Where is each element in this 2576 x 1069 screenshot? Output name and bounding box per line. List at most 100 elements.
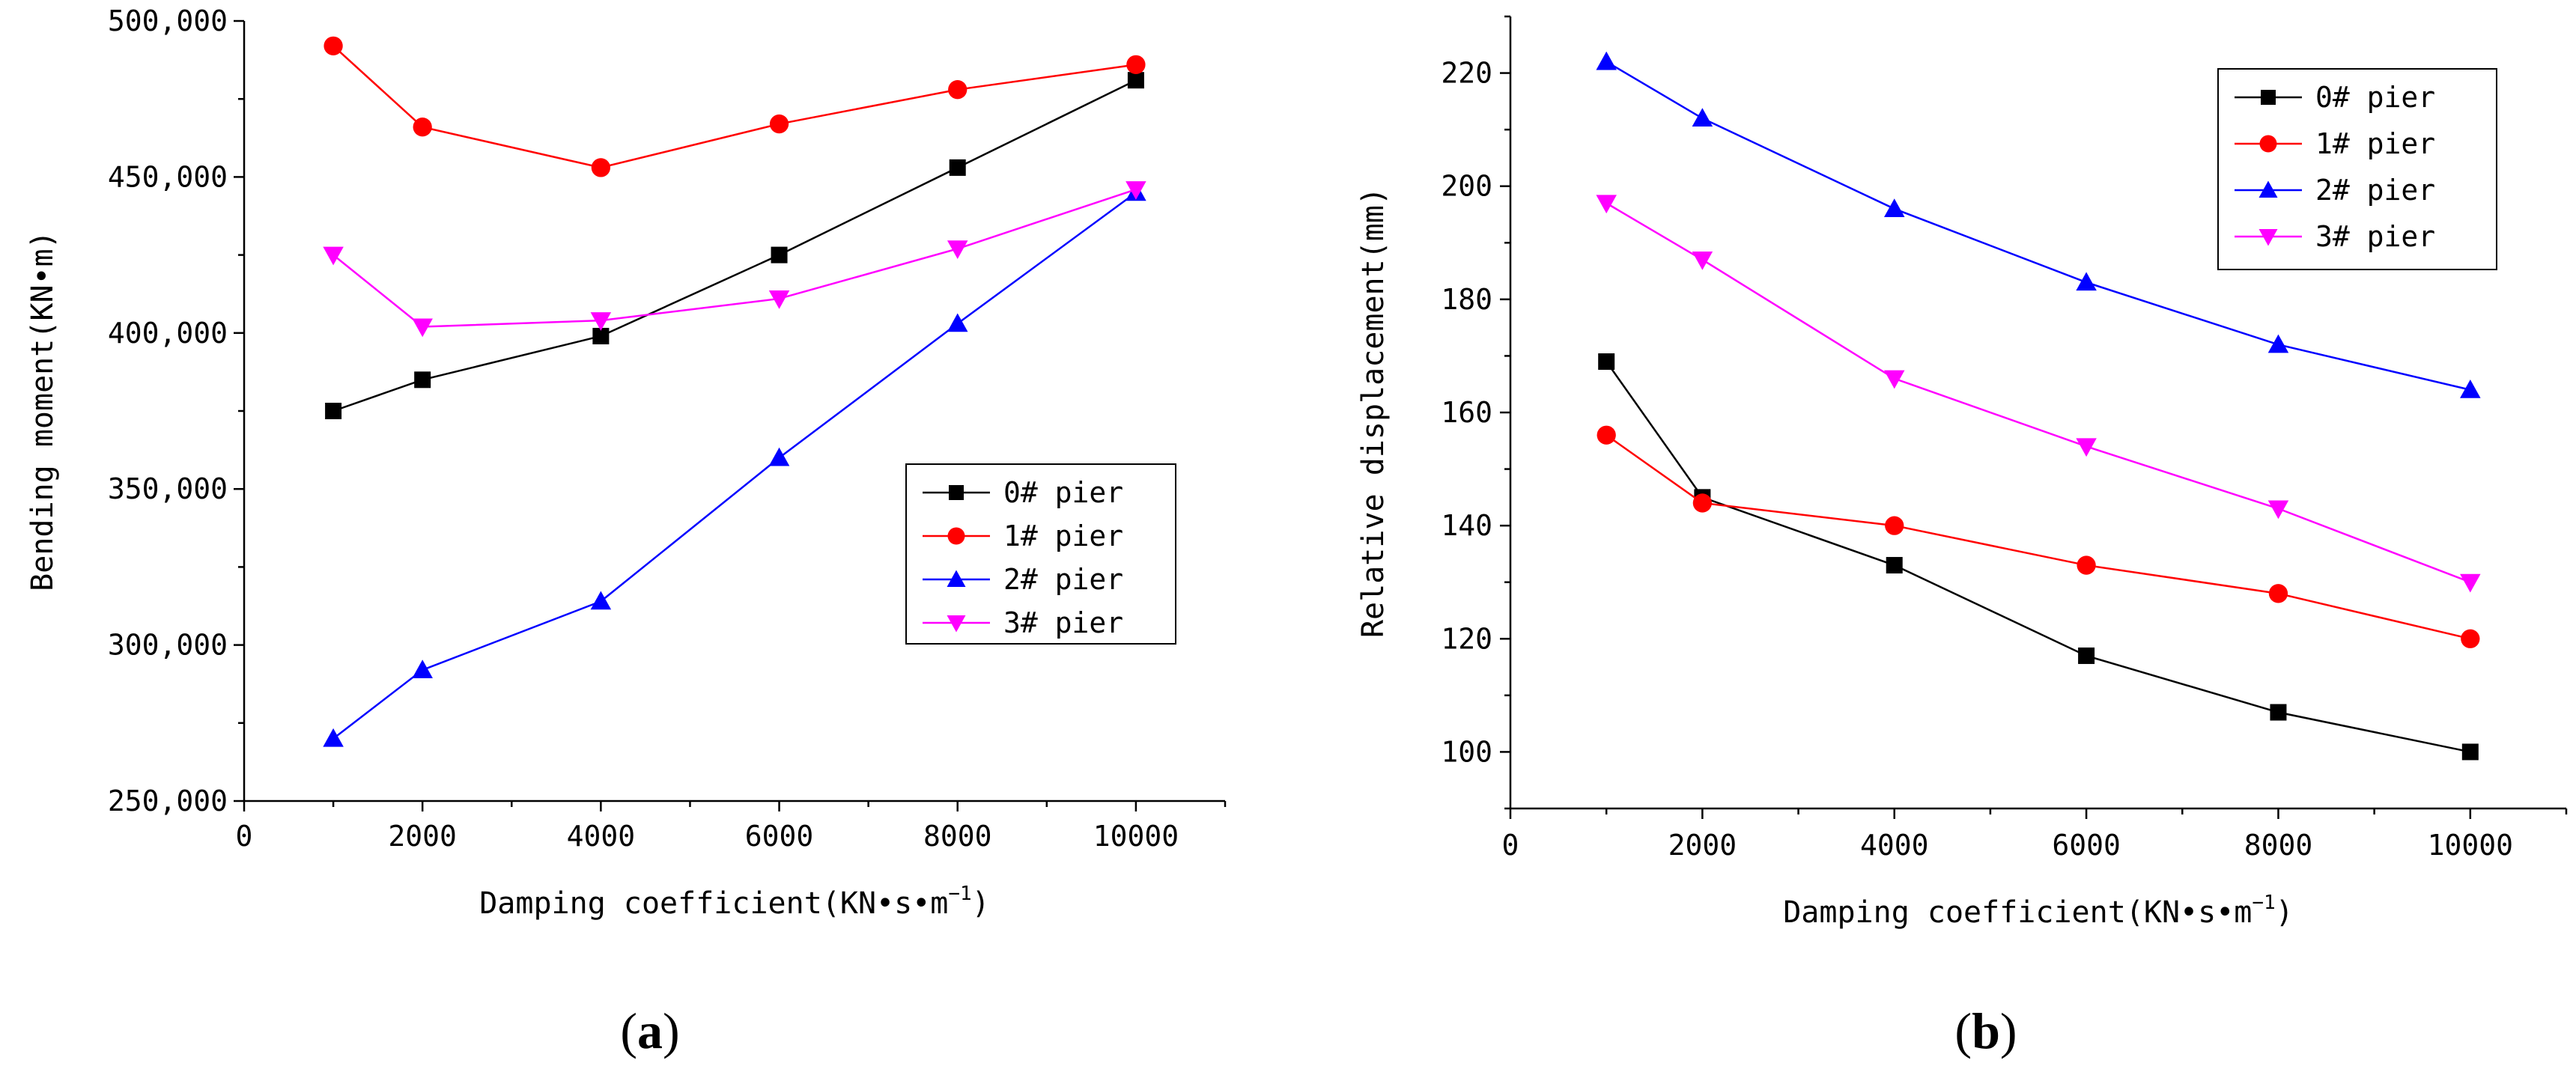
x-tick-label: 10000 <box>1093 820 1179 853</box>
y-tick-label: 350,000 <box>108 472 228 505</box>
y-tick-label: 160 <box>1441 396 1492 429</box>
data-point <box>325 403 342 419</box>
data-point <box>590 312 612 331</box>
y-tick-label: 120 <box>1441 622 1492 655</box>
y-axis-title: Bending moment(KN•m) <box>25 231 60 591</box>
data-point <box>414 371 431 389</box>
series-3-pier <box>1596 195 2481 593</box>
data-point <box>2461 743 2479 761</box>
data-point <box>413 118 432 137</box>
data-point <box>1127 72 1144 89</box>
chart-relative-displacement: 0 2000 4000 6000 8000 10000 100 120 140 160 180 200… <box>1356 15 2568 1059</box>
data-point <box>1885 516 1904 535</box>
data-point <box>1692 108 1713 127</box>
y-tick-label: 180 <box>1441 283 1492 316</box>
data-point <box>771 246 788 264</box>
data-point <box>768 447 790 466</box>
series-1-pier <box>323 36 1146 177</box>
series-1-pier <box>1597 425 2480 648</box>
legend-marker <box>949 485 964 500</box>
series-2-pier <box>323 182 1146 747</box>
x-tick-label: 8000 <box>2244 829 2313 862</box>
x-tick-label: 4000 <box>1860 829 1929 862</box>
y-tick-label: 140 <box>1441 509 1492 542</box>
legend-marker <box>947 527 965 545</box>
data-point <box>1886 557 1903 574</box>
series-line <box>332 45 1137 169</box>
x-tick-label: 6000 <box>745 820 814 853</box>
data-point <box>412 318 433 338</box>
series-line <box>1606 61 2471 391</box>
y-tick-label: 250,000 <box>108 785 228 817</box>
legend-marker <box>2258 180 2278 198</box>
data-point <box>2461 629 2480 648</box>
data-point <box>2460 380 2481 398</box>
legend: 0# pier 1# pier 2# pier 3# pier <box>905 463 1176 645</box>
data-point <box>323 728 344 747</box>
data-point <box>768 290 790 309</box>
series-2-pier <box>1596 51 2481 398</box>
y-tick-label: 200 <box>1441 170 1492 203</box>
data-point <box>590 591 612 610</box>
data-point <box>2078 647 2095 664</box>
series-0-pier <box>325 72 1144 419</box>
legend-label: 1# pier <box>1003 520 1123 552</box>
series-line <box>332 192 1137 740</box>
legend-label: 3# pier <box>2315 220 2435 253</box>
data-point <box>591 158 611 177</box>
series-line <box>332 79 1137 412</box>
data-point <box>2270 704 2287 721</box>
legend-marker <box>947 615 966 633</box>
y-tick-label: 220 <box>1441 57 1492 90</box>
legend-label: 0# pier <box>1003 476 1123 509</box>
series-line <box>332 188 1137 328</box>
data-point <box>1126 181 1146 200</box>
data-point <box>2267 334 2289 353</box>
data-point <box>1883 198 1905 217</box>
y-tick-label: 400,000 <box>108 317 228 350</box>
x-tick-label: 10000 <box>2428 829 2513 862</box>
data-point <box>1883 370 1905 389</box>
data-point <box>769 114 789 134</box>
y-axis-title: Relative displacement(mm) <box>1356 187 1391 638</box>
y-tick-label: 300,000 <box>108 629 228 662</box>
legend-label: 1# pier <box>2315 127 2435 160</box>
legend-marker <box>2259 135 2277 153</box>
x-tick-label: 4000 <box>567 820 636 853</box>
data-point <box>1692 493 1713 513</box>
x-tick-label: 8000 <box>923 820 992 853</box>
data-point <box>2268 584 2288 603</box>
data-point <box>1126 55 1146 75</box>
data-point <box>2076 438 2097 457</box>
x-axis-title: Damping coefficient(KN•s•m−1) <box>1783 892 2294 930</box>
data-point <box>1596 195 1617 214</box>
data-point <box>323 246 344 266</box>
data-point <box>947 313 968 332</box>
data-point <box>323 36 343 55</box>
data-point <box>949 159 966 176</box>
y-tick-label: 100 <box>1441 735 1492 768</box>
series-line <box>1606 361 2471 753</box>
series-3-pier <box>323 181 1146 338</box>
x-tick-label: 0 <box>1502 829 1519 862</box>
chart-bending-moment: 0 2000 4000 6000 8000 10000 250,000 300,000 350,… <box>25 4 1227 1059</box>
legend-marker <box>2261 90 2276 105</box>
legend-label: 3# pier <box>1003 606 1123 639</box>
data-point <box>2076 272 2097 291</box>
legend: 0# pier 1# pier 2# pier 3# pier <box>2217 68 2497 270</box>
data-point <box>1598 353 1615 370</box>
data-point <box>2460 573 2481 593</box>
data-point <box>948 80 967 100</box>
data-point <box>592 327 610 344</box>
data-point <box>412 660 433 678</box>
data-point <box>2267 500 2289 520</box>
y-tick-label: 500,000 <box>108 4 228 37</box>
series-line <box>1606 434 2471 640</box>
legend-label: 2# pier <box>2315 174 2435 207</box>
series-0-pier <box>1598 353 2479 761</box>
legend-marker <box>947 570 966 587</box>
data-point <box>2077 555 2096 575</box>
legend-label: 0# pier <box>2315 81 2435 114</box>
x-tick-label: 0 <box>236 820 253 853</box>
